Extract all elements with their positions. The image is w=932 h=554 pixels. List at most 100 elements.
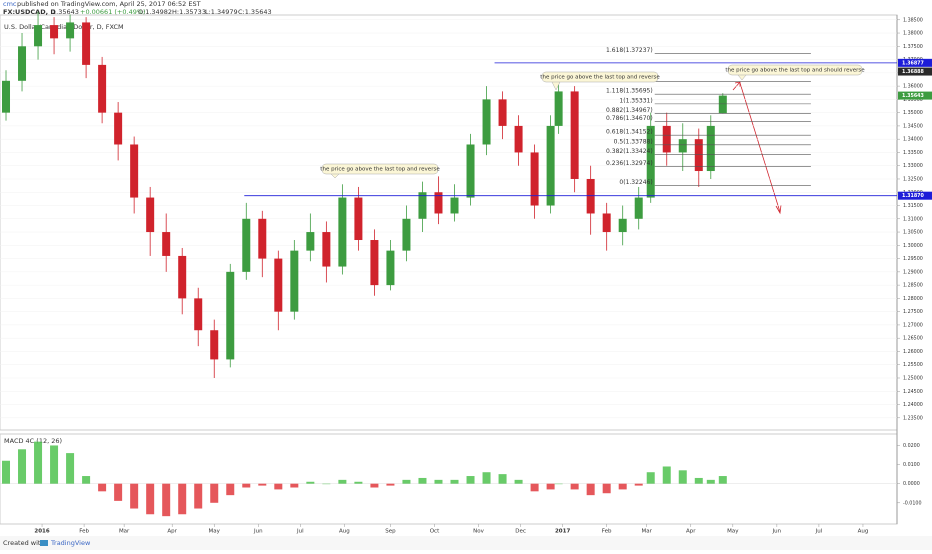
candle [530,144,539,219]
macd-bar [370,483,379,488]
candle-body [194,298,203,331]
macd-title: MACD 4C (12, 26) [4,437,62,445]
last: 1.35643 [52,8,79,16]
x-tick-label: Feb [602,529,612,535]
candle [338,184,347,275]
macd-bar [194,483,203,509]
candle [18,33,27,92]
candle-body [718,95,727,114]
candle-body [210,330,219,360]
candle [546,115,555,214]
candle-body [50,25,59,39]
candle [194,287,203,347]
callout-box [541,71,659,83]
y-tick-label: 1.27000 [903,322,923,328]
candle-body [678,139,687,153]
macd-bar [706,479,715,484]
y-tick-label: 1.28500 [903,283,923,289]
candle-body [482,99,491,145]
arrow-head [734,81,741,87]
candle [98,56,107,124]
macd-bar [646,472,655,484]
macd-bar [130,483,139,509]
candle [82,17,91,79]
macd-bar [466,476,475,484]
x-tick-label: Apr [167,529,177,535]
candle [418,181,427,233]
y-tick-label: 1.33000 [903,163,923,169]
callout-text: the price go above the last top and reve… [320,167,440,173]
candle-body [114,112,123,145]
y-tick-label: 1.26500 [903,336,923,342]
macd-bar [678,470,687,484]
candle-body [98,64,107,113]
macd-bar [66,453,75,484]
macd-bar [50,445,59,484]
y-tick-label: 1.36000 [903,84,923,90]
footer-created: Created with [3,539,45,547]
candle-body [546,125,555,206]
y-tick-label: 1.30000 [903,243,923,249]
macd-bar [434,479,443,484]
candle [646,112,655,203]
macd-bar [530,483,539,492]
macd-bar [338,479,347,484]
callout: the price go above the last top and shou… [725,64,865,81]
candle [354,186,363,251]
x-tick-label: Aug [339,529,350,535]
macd-bar [634,483,643,486]
candle [498,91,507,140]
candle [66,14,75,52]
callout-text: the price go above the last top and reve… [540,75,660,81]
candle-body [554,91,563,126]
candle-body [694,139,703,172]
x-tick-label: Jun [253,529,263,535]
candle-body [258,218,267,259]
y-tick-label: 1.34000 [903,137,923,143]
macd-bar [322,483,331,485]
candle [554,80,563,134]
fib-label: 0.382(1.33424) [606,148,653,155]
candle [178,247,187,315]
published: published on TradingView.com, April 25, … [17,0,201,8]
open: O:1.34982 [138,8,172,16]
y-tick-label: 1.25000 [903,375,923,381]
fib-label: 0(1.32246) [619,179,652,186]
candle-body [274,258,283,312]
footer-bar [0,536,932,550]
candle [130,136,139,214]
candle [634,186,643,230]
candle [466,133,475,206]
footer-brand[interactable]: TradingView [50,539,91,547]
candle [146,186,155,256]
author[interactable]: cmc [3,0,17,8]
candle [482,86,491,156]
y-tick-label: 1.33500 [903,150,923,156]
candle-body [306,232,315,251]
macd-bar [482,472,491,484]
macd-bar [98,483,107,492]
candle [114,102,123,161]
x-tick-label: Dec [515,529,526,535]
macd-bar [146,483,155,515]
callout-text: the price go above the last top and shou… [725,68,865,74]
x-tick-label: Jul [815,529,823,535]
y-tick-label: 0.0100 [903,462,920,468]
candle-body [146,197,155,233]
fib-label: 0.882(1.34967) [606,107,653,114]
candle-body [338,197,347,267]
candle [242,202,251,280]
y-tick-label: 1.25500 [903,362,923,368]
macd-bar [258,483,267,486]
y-tick-label: 1.30500 [903,230,923,236]
candle [718,93,727,114]
macd-bar [34,441,43,484]
macd-bar [554,483,563,485]
candle-body [178,255,187,299]
y-tick-label: -0.0100 [903,500,922,506]
candle [306,213,315,262]
candle-body [618,218,627,233]
arrow-head [775,204,782,215]
